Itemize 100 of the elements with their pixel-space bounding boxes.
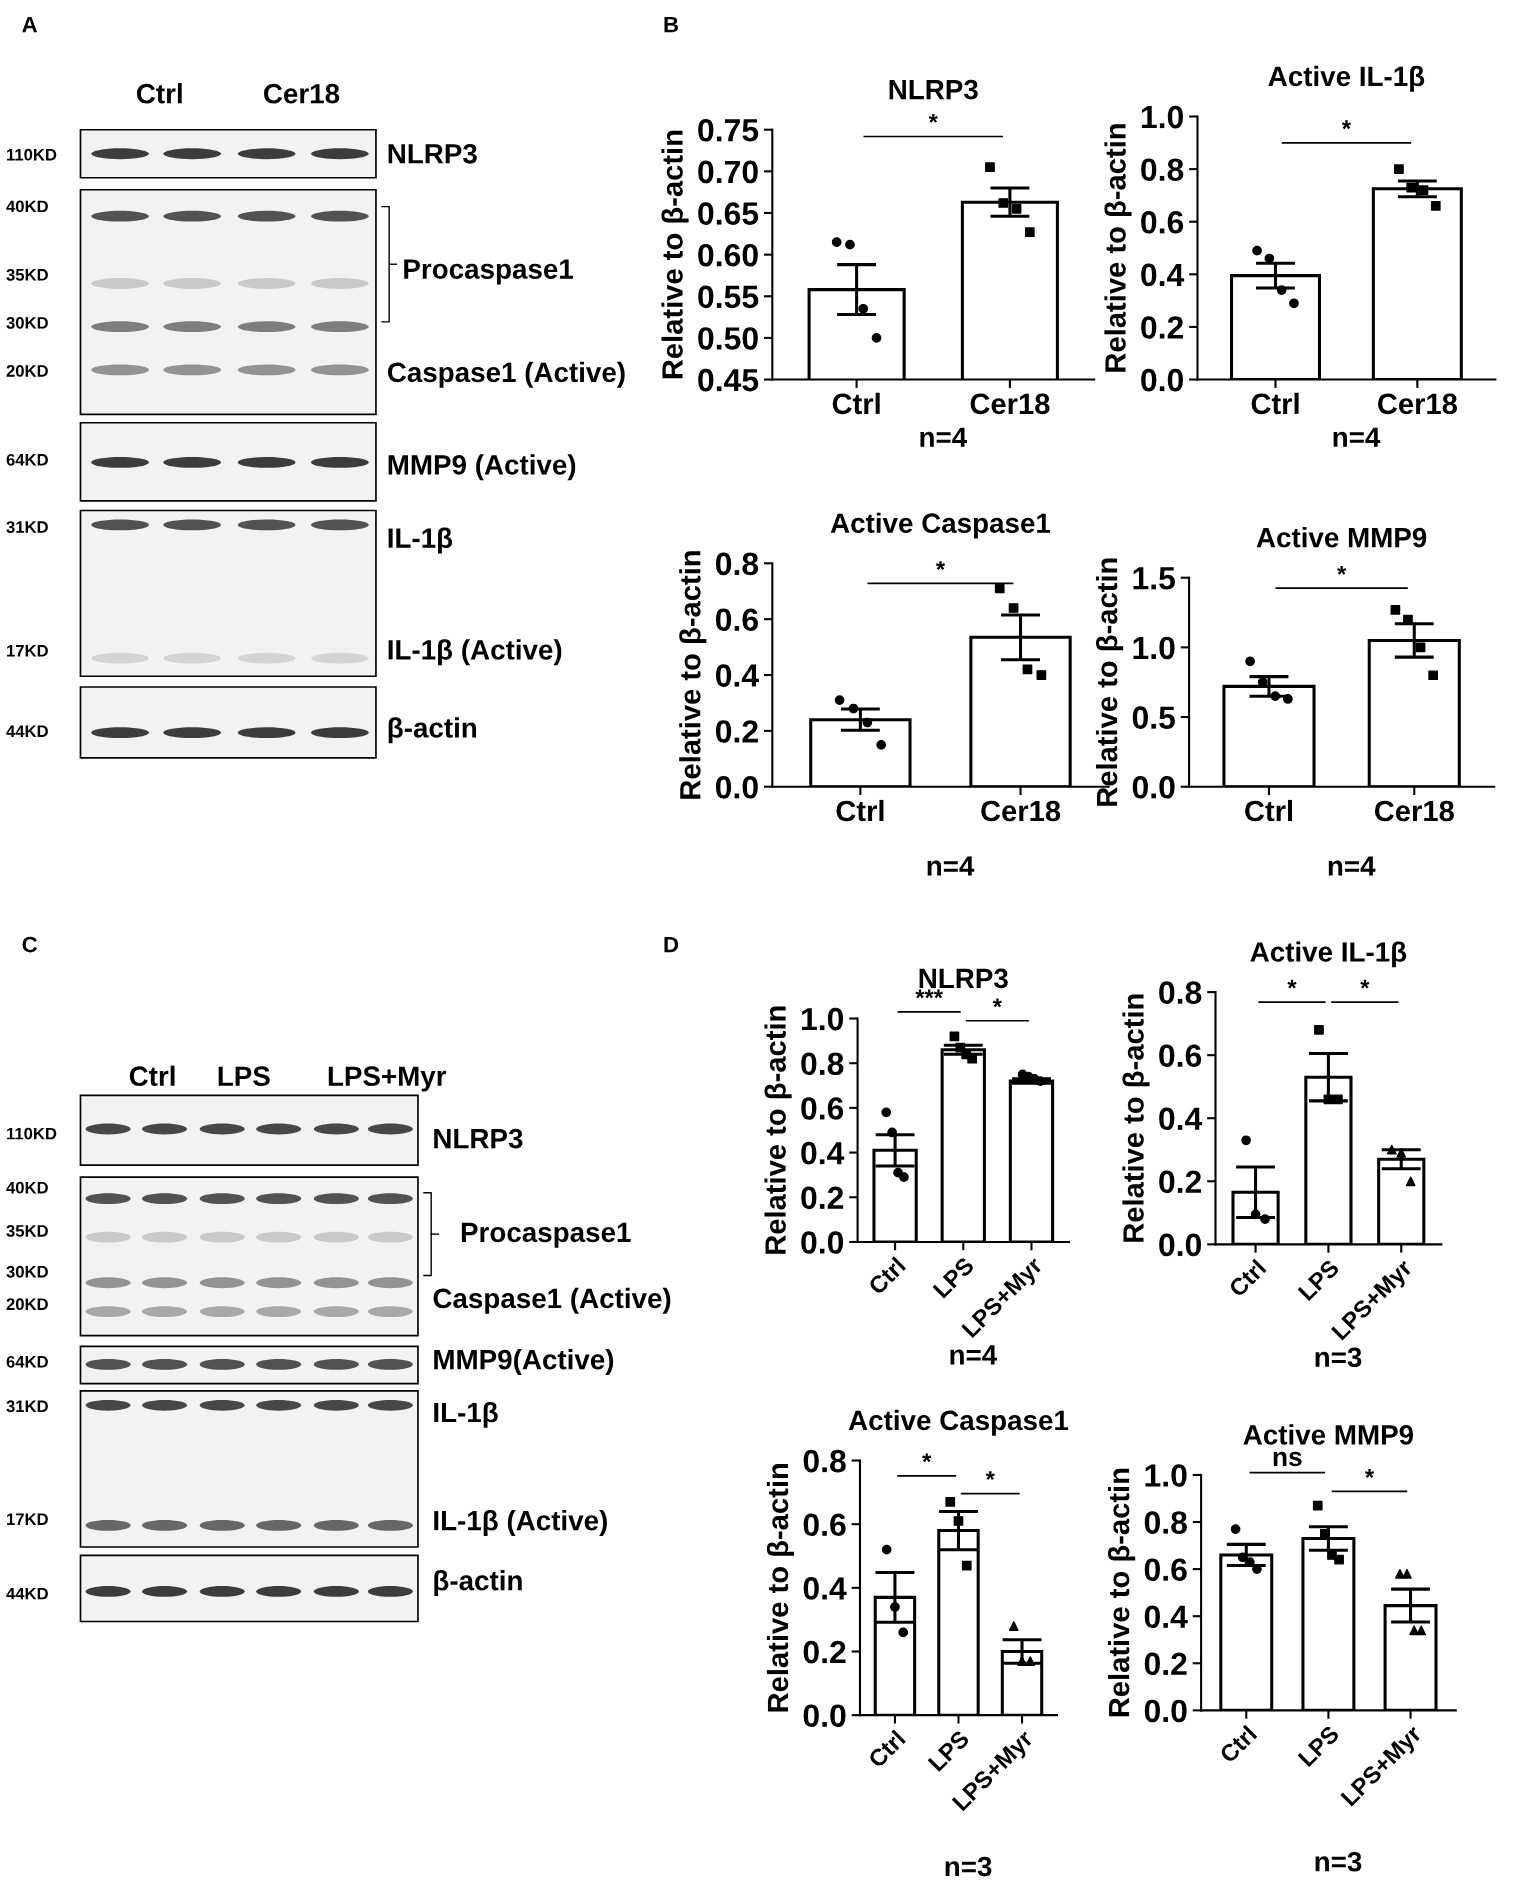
text: n=3 (1315, 1347, 1362, 1368)
text: n=4 (1328, 856, 1376, 876)
annotation: * (922, 1453, 932, 1463)
chart-title: Active MMP9 (1243, 1424, 1414, 1445)
y-tick-label: 0.0 (715, 775, 758, 799)
text: LPS+Myr (328, 1066, 447, 1092)
y-tick-label: 0.65 (698, 202, 759, 225)
x-tick-label: Ctrl (1251, 392, 1299, 415)
y-tick-label: 1.0 (1141, 105, 1183, 129)
text: NLRP3 (388, 143, 477, 164)
y-tick-label: 0.6 (1141, 210, 1184, 234)
chart-title: Active IL-1β (1250, 941, 1407, 968)
y-tick-label: 0.4 (803, 1577, 847, 1600)
text: A (22, 16, 38, 33)
text: 44KD (6, 725, 48, 737)
text: D (664, 936, 679, 953)
text: * (1287, 979, 1297, 989)
x-tick-label: LPS (1297, 1724, 1341, 1768)
y-tick-label: 0.45 (698, 368, 759, 392)
x-tick-label: Ctrl (1245, 799, 1293, 822)
y-axis-title: Relative to β-actin (1107, 1468, 1136, 1717)
y-tick-label: 0.6 (803, 1513, 846, 1537)
text: n=3 (1315, 1851, 1362, 1872)
text: Cer18 (264, 83, 340, 104)
text: 110KD (7, 1127, 57, 1140)
y-tick-label: 0.4 (801, 1141, 845, 1165)
y-tick-label: 0.0 (1144, 1699, 1187, 1723)
text: * (992, 998, 1002, 1008)
y-tick-label: 0.0 (1141, 368, 1183, 392)
x-tick-label: Ctrl (867, 1256, 907, 1296)
y-tick-label: 0.5 (1132, 706, 1175, 729)
text: ns (1273, 1451, 1302, 1467)
annotation: * (935, 561, 946, 570)
text: IL-1β (388, 527, 453, 554)
y-tick-label: 0.8 (715, 552, 759, 576)
text: 64KD (6, 453, 48, 466)
y-tick-label: 0.0 (801, 1231, 844, 1254)
y-tick-label: 0.0 (803, 1704, 846, 1728)
y-tick-label: 0.6 (1144, 1558, 1187, 1581)
text: β-actin (388, 717, 477, 744)
y-tick-label: 1.0 (802, 1007, 844, 1031)
y-tick-label: 0.2 (803, 1640, 846, 1664)
y-tick-label: 0.2 (1141, 316, 1184, 339)
y-tick-label: 1.0 (1145, 1464, 1187, 1487)
y-tick-label: 0.0 (1132, 775, 1175, 799)
y-tick-label: 0.4 (1159, 1107, 1203, 1131)
y-axis-title: Relative to β-actin (679, 551, 707, 799)
text: n=4 (950, 1345, 998, 1365)
text: Procaspase1 (461, 1222, 631, 1248)
y-axis-title: Relative to β-actin (1122, 994, 1150, 1242)
y-axis-title: Relative to β-actin (766, 1464, 795, 1712)
text: Ctrl (136, 83, 182, 104)
y-tick-label: 0.70 (698, 160, 758, 184)
y-axis-title: Relative to β-actin (661, 130, 689, 379)
text: 17KD (7, 645, 48, 657)
y-axis-title: Relative to β-actin (1095, 558, 1124, 806)
text: 40KD (6, 1181, 48, 1194)
text: 30KD (6, 316, 48, 329)
text: 30KD (6, 1265, 48, 1278)
text: 35KD (6, 268, 48, 281)
y-tick-label: 1.0 (1133, 636, 1175, 660)
y-tick-label: 0.0 (1159, 1233, 1202, 1257)
text: 40KD (6, 200, 48, 213)
y-tick-label: 0.55 (698, 285, 759, 309)
y-tick-label: 0.8 (801, 1052, 844, 1076)
text: B (664, 16, 679, 33)
text: IL-1β (Active) (388, 639, 562, 666)
text: Caspase1 (Active) (387, 361, 625, 388)
chart-title: Active Caspase1 (848, 1409, 1069, 1436)
chart-title: Active IL-1β (1268, 65, 1425, 92)
y-tick-label: 0.8 (1144, 1511, 1187, 1534)
y-tick-label: 0.4 (1141, 263, 1185, 287)
y-tick-label: 0.8 (1141, 158, 1184, 181)
text: * (1337, 565, 1347, 575)
y-tick-label: 0.8 (1159, 981, 1202, 1004)
text: 17KD (7, 1513, 48, 1525)
text: Procaspase1 (404, 259, 574, 285)
x-tick-label: Cer18 (1374, 800, 1454, 822)
y-tick-label: 0.2 (1159, 1170, 1202, 1194)
y-tick-label: 0.2 (715, 720, 758, 743)
text: Ctrl (129, 1065, 175, 1087)
y-tick-label: 0.8 (803, 1449, 846, 1473)
text: 64KD (6, 1355, 48, 1368)
text: NLRP3 (434, 1128, 523, 1149)
y-tick-label: 0.4 (1144, 1605, 1188, 1629)
x-tick-label: Cer18 (1378, 393, 1457, 415)
y-tick-label: 0.2 (1144, 1652, 1187, 1676)
text: *** (915, 989, 943, 999)
text: MMP9(Active) (434, 1349, 614, 1375)
chart-title: Active MMP9 (1256, 527, 1427, 548)
annotation: * (1364, 1469, 1375, 1478)
text: C (22, 936, 38, 953)
text: 31KD (6, 1400, 48, 1413)
x-tick-label: Cer18 (981, 800, 1061, 822)
text: MMP9 (Active) (388, 454, 576, 481)
text: * (928, 114, 938, 123)
annotation: * (985, 1471, 995, 1480)
y-tick-label: 0.4 (715, 664, 759, 687)
y-tick-label: 0.50 (698, 327, 758, 350)
text: 20KD (6, 365, 48, 377)
